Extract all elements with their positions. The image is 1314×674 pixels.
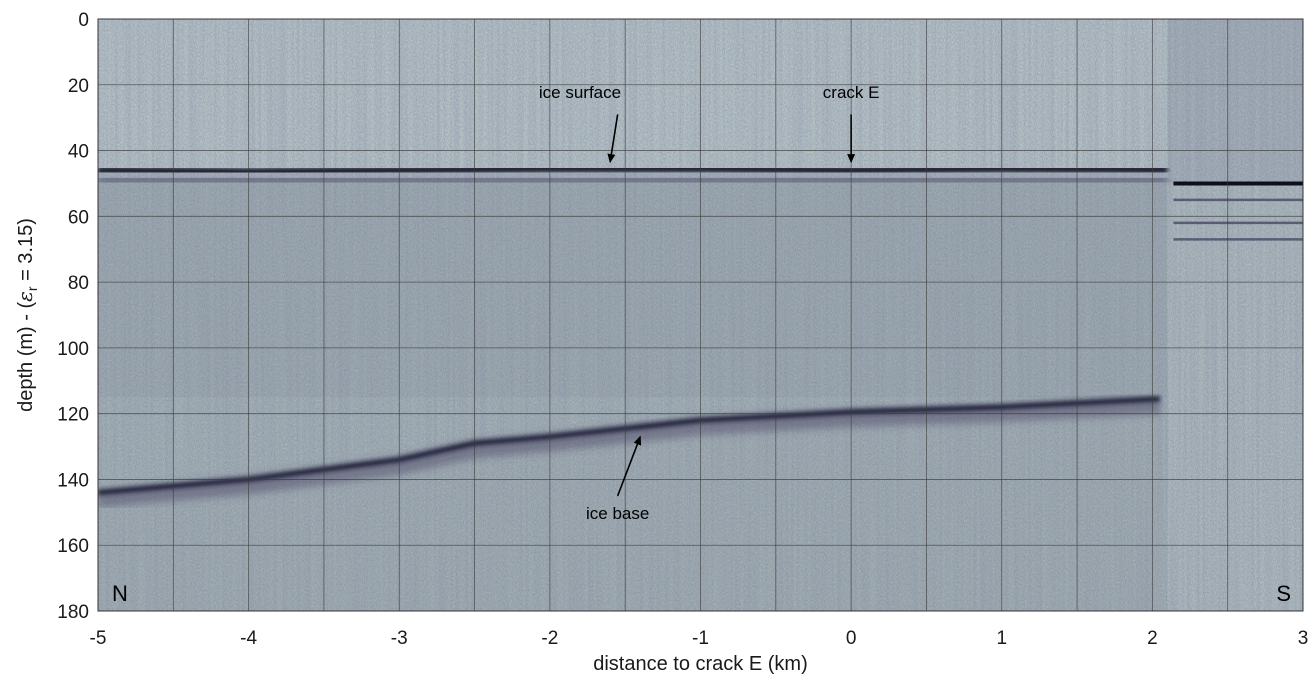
plot-frame [97,18,1304,612]
y-axis-label-subscript: r [24,286,40,291]
x-tick-label-1: -4 [240,628,257,649]
y-tick-label-6: 120 [57,405,89,426]
y-tick-label-9: 180 [57,602,89,623]
annotation-arrow-ice-base [616,435,642,497]
annotations: ice surface crack E ice base [539,83,880,523]
annotation-label-ice-base: ice base [586,504,649,523]
y-axis-label: depth (m) - (εr = 3.15) [13,218,40,412]
x-tick-label-2: -3 [391,628,408,649]
y-axis-label-prefix: depth (m) - ( [15,302,37,412]
x-tick-label-4: -1 [692,628,709,649]
y-axis-label-suffix: = 3.15) [15,218,37,286]
x-tick-labels: -5 -4 -3 -2 -1 0 1 2 3 [90,628,1309,649]
y-tick-label-5: 100 [57,339,89,360]
annotation-label-crack-E: crack E [823,83,880,102]
corner-label-s: S [1276,581,1291,606]
corner-label-n: N [112,581,128,606]
y-tick-label-1: 20 [68,76,89,97]
y-tick-label-3: 60 [68,207,89,228]
y-axis-label-epsilon: ε [13,291,37,302]
x-tick-label-6: 1 [996,628,1007,649]
y-tick-label-2: 40 [68,142,89,163]
x-tick-label-5: 0 [846,628,857,649]
y-tick-label-7: 140 [57,470,89,491]
x-tick-label-3: -2 [541,628,558,649]
x-tick-label-0: -5 [90,628,107,649]
ice-surface-halo [98,165,1168,195]
ice-surface-reflector [98,165,1168,176]
annotation-label-ice-surface: ice surface [539,83,621,102]
y-tick-label-8: 160 [57,536,89,557]
x-axis-label: distance to crack E (km) [593,653,808,674]
y-tick-label-4: 80 [68,273,89,294]
x-tick-label-8: 3 [1298,628,1309,649]
y-tick-labels: 0 20 40 60 80 100 120 140 160 180 [57,10,89,623]
x-tick-label-7: 2 [1147,628,1158,649]
y-tick-label-0: 0 [78,10,89,31]
annotation-arrow-ice-surface [607,114,619,164]
